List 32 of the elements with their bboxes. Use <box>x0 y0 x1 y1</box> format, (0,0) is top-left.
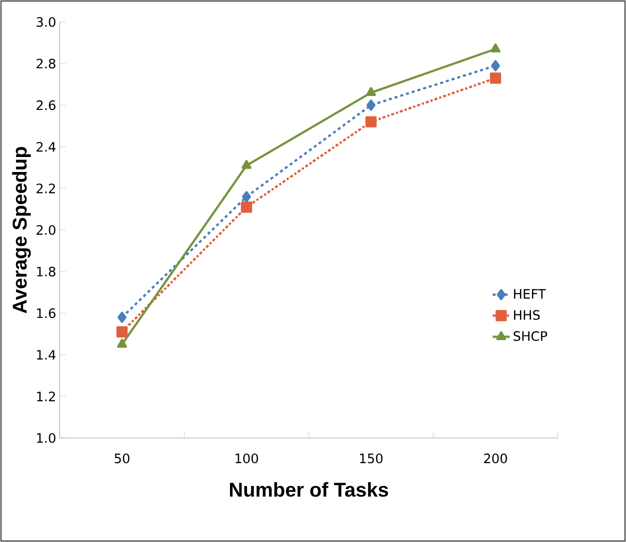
legend-label: HHS <box>514 310 540 320</box>
x-axis-title: Number of Tasks <box>230 482 388 497</box>
y-tick-label: 1.6 <box>37 308 56 318</box>
point <box>116 326 128 338</box>
y-tick-label: 2.6 <box>36 100 56 110</box>
y-tick-label: 1.0 <box>37 433 56 443</box>
y-axis-title: Average Speedup <box>12 147 31 314</box>
point <box>242 191 251 202</box>
x-tick-label: 200 <box>484 454 507 464</box>
y-tick-label: 1.4 <box>37 350 56 360</box>
point <box>365 116 377 128</box>
x-tick-label: 50 <box>114 454 130 464</box>
point <box>117 338 128 348</box>
y-tick-label: 1.2 <box>37 392 55 402</box>
y-tick-label: 1.8 <box>37 266 56 276</box>
legend-label: SHCP <box>514 331 548 341</box>
y-tick-label: 2.4 <box>36 142 56 152</box>
legend-label: HEFT <box>514 289 546 299</box>
point <box>240 202 252 213</box>
point <box>490 72 502 84</box>
point <box>242 160 252 169</box>
y-tick-label: 2.2 <box>36 184 55 194</box>
point <box>118 312 126 323</box>
y-tick-label: 2.0 <box>36 225 56 235</box>
point <box>491 60 500 72</box>
x-tick-label: 150 <box>360 454 382 464</box>
point <box>366 87 376 96</box>
point <box>490 43 501 52</box>
point <box>366 100 376 111</box>
y-tick-label: 2.8 <box>36 58 56 68</box>
y-tick-label: 3.0 <box>36 17 56 27</box>
x-tick-label: 100 <box>236 454 258 464</box>
